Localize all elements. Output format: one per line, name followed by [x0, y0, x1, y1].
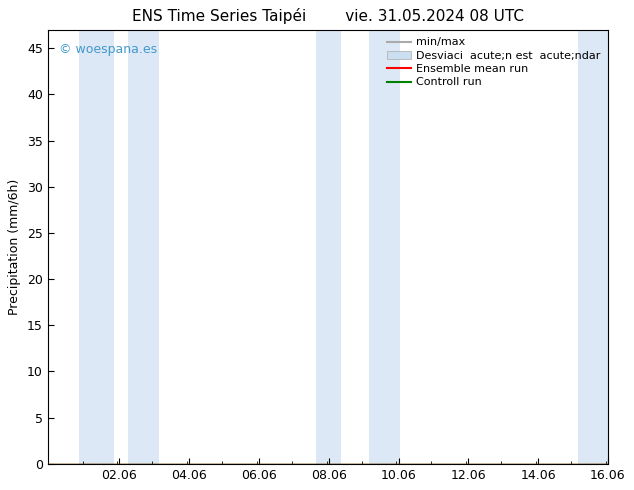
Y-axis label: Precipitation (mm/6h): Precipitation (mm/6h)	[8, 179, 22, 315]
Bar	[128, 30, 159, 464]
Bar	[316, 30, 340, 464]
Bar	[368, 30, 400, 464]
Bar	[79, 30, 114, 464]
Text: © woespana.es: © woespana.es	[59, 43, 157, 56]
Bar	[578, 30, 608, 464]
Legend: min/max, Desviaci  acute;n est  acute;ndar, Ensemble mean run, Controll run: min/max, Desviaci acute;n est acute;ndar…	[385, 35, 602, 90]
Title: ENS Time Series Taipéi        vie. 31.05.2024 08 UTC: ENS Time Series Taipéi vie. 31.05.2024 0…	[132, 8, 524, 24]
